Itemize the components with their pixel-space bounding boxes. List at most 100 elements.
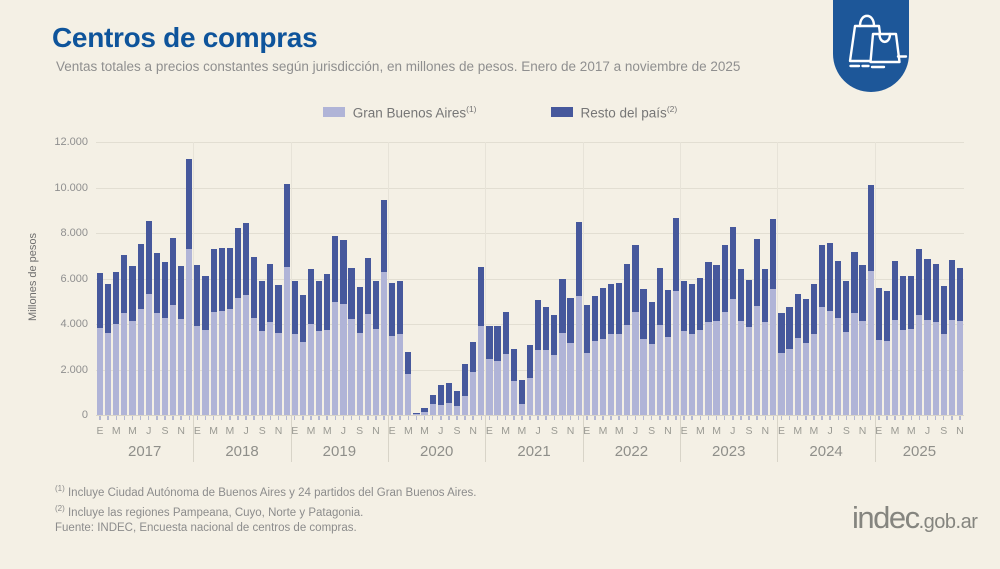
bar-2025-7: [924, 258, 931, 415]
segment-gba: [462, 395, 469, 415]
year-label-2025: 2025: [902, 443, 937, 460]
y-tick-label-6000: 6.000: [60, 272, 88, 285]
x-tick: [577, 416, 580, 420]
bar-2024-8: [835, 260, 842, 415]
bar-2025-4: [900, 276, 907, 415]
x-tick: [147, 416, 150, 420]
segment-resto: [802, 298, 809, 344]
bar-2021-11: [567, 298, 574, 415]
year-separator-plot: [485, 142, 487, 415]
x-tick: [837, 416, 839, 420]
month-label-2023-9: S: [745, 425, 753, 437]
x-tick: [902, 416, 904, 420]
segment-resto: [770, 218, 777, 290]
x-tick: [959, 416, 961, 420]
x-tick: [821, 416, 823, 420]
footnotes: (1) Incluye Ciudad Autónoma de Buenos Ai…: [55, 481, 477, 521]
bar-2024-3: [794, 293, 801, 415]
segment-resto: [153, 253, 160, 313]
segment-gba: [121, 312, 128, 415]
segment-resto: [891, 260, 899, 320]
bar-2019-9: [356, 287, 363, 415]
bar-2022-2: [591, 295, 598, 415]
segment-gba: [178, 319, 185, 415]
segment-gba: [664, 336, 671, 415]
segment-resto: [332, 236, 339, 302]
bar-2022-3: [599, 287, 607, 415]
x-tick: [553, 416, 556, 420]
x-tick: [285, 416, 288, 420]
bar-2017-12: [186, 158, 193, 415]
bar-2019-1: [291, 280, 298, 415]
segment-gba: [388, 335, 396, 415]
year-separator-axis: [193, 415, 195, 462]
segment-resto: [405, 352, 412, 375]
segment-resto: [364, 257, 371, 314]
segment-gba: [624, 324, 631, 415]
segment-resto: [543, 307, 550, 351]
x-tick: [358, 416, 361, 420]
x-tick: [748, 416, 750, 420]
bar-2023-4: [705, 261, 712, 415]
segment-resto: [745, 279, 753, 328]
year-separator-plot: [290, 142, 292, 415]
month-label-2018-9: S: [258, 425, 266, 437]
bar-2017-6: [137, 244, 144, 415]
month-label-2022-11: N: [664, 425, 672, 437]
x-tick: [302, 416, 304, 420]
year-separator-plot: [777, 142, 779, 415]
segment-gba: [105, 333, 112, 415]
x-tick: [513, 416, 515, 420]
x-tick: [845, 416, 848, 420]
segment-gba: [502, 353, 509, 415]
segment-gba: [875, 339, 882, 415]
month-label-2024-11: N: [858, 425, 867, 437]
bar-2021-9: [551, 315, 558, 415]
bar-2021-5: [518, 380, 525, 415]
month-label-2022-3: M: [598, 425, 608, 437]
x-tick: [107, 416, 109, 420]
segment-gba: [194, 326, 201, 415]
segment-gba: [932, 322, 939, 415]
segment-resto: [681, 281, 688, 332]
segment-gba: [737, 321, 744, 415]
segment-resto: [835, 260, 842, 319]
legend-swatch-gba: [322, 107, 345, 117]
month-label-2019-9: S: [356, 425, 364, 437]
bar-2017-8: [153, 253, 160, 415]
month-label-2017-3: M: [111, 425, 121, 437]
month-label-2019-7: J: [340, 425, 347, 437]
month-label-2022-1: E: [583, 425, 591, 437]
segment-resto: [299, 294, 306, 342]
segment-resto: [616, 282, 623, 334]
bar-2018-3: [210, 249, 217, 415]
y-tick-label-0: 0: [81, 409, 88, 421]
x-tick: [788, 416, 791, 420]
x-tick: [951, 416, 953, 420]
x-tick: [415, 416, 418, 420]
year-separator-plot: [388, 142, 390, 415]
bar-2024-12: [867, 185, 874, 415]
month-label-2020-3: M: [403, 425, 413, 437]
month-label-2024-7: J: [827, 425, 833, 437]
segment-gba: [908, 329, 915, 415]
x-tick: [139, 416, 142, 420]
segment-resto: [372, 280, 379, 330]
segment-gba: [721, 311, 728, 415]
bar-2020-5: [421, 407, 428, 415]
segment-gba: [242, 295, 250, 415]
x-tick: [869, 416, 872, 420]
year-label-2021: 2021: [517, 443, 551, 460]
segment-gba: [413, 414, 420, 415]
legend-item-gba: Gran Buenos Aires(1): [322, 103, 477, 121]
bar-2018-12: [283, 184, 290, 415]
bar-2022-1: [583, 304, 590, 415]
segment-gba: [689, 333, 696, 415]
x-tick: [156, 416, 158, 420]
segment-resto: [762, 269, 769, 322]
x-tick: [772, 416, 775, 420]
x-tick: [934, 416, 937, 420]
month-label-2024-5: M: [809, 425, 819, 437]
segment-gba: [640, 338, 647, 415]
bar-2017-10: [169, 238, 177, 415]
